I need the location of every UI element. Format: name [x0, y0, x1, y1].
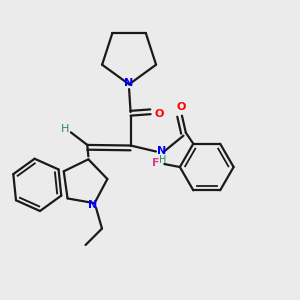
Text: O: O — [154, 109, 164, 119]
Text: O: O — [176, 102, 186, 112]
Text: N: N — [157, 146, 167, 156]
Text: F: F — [152, 158, 160, 167]
Text: N: N — [88, 200, 98, 210]
Text: H: H — [61, 124, 70, 134]
Text: H: H — [159, 154, 167, 165]
Text: N: N — [124, 78, 134, 88]
